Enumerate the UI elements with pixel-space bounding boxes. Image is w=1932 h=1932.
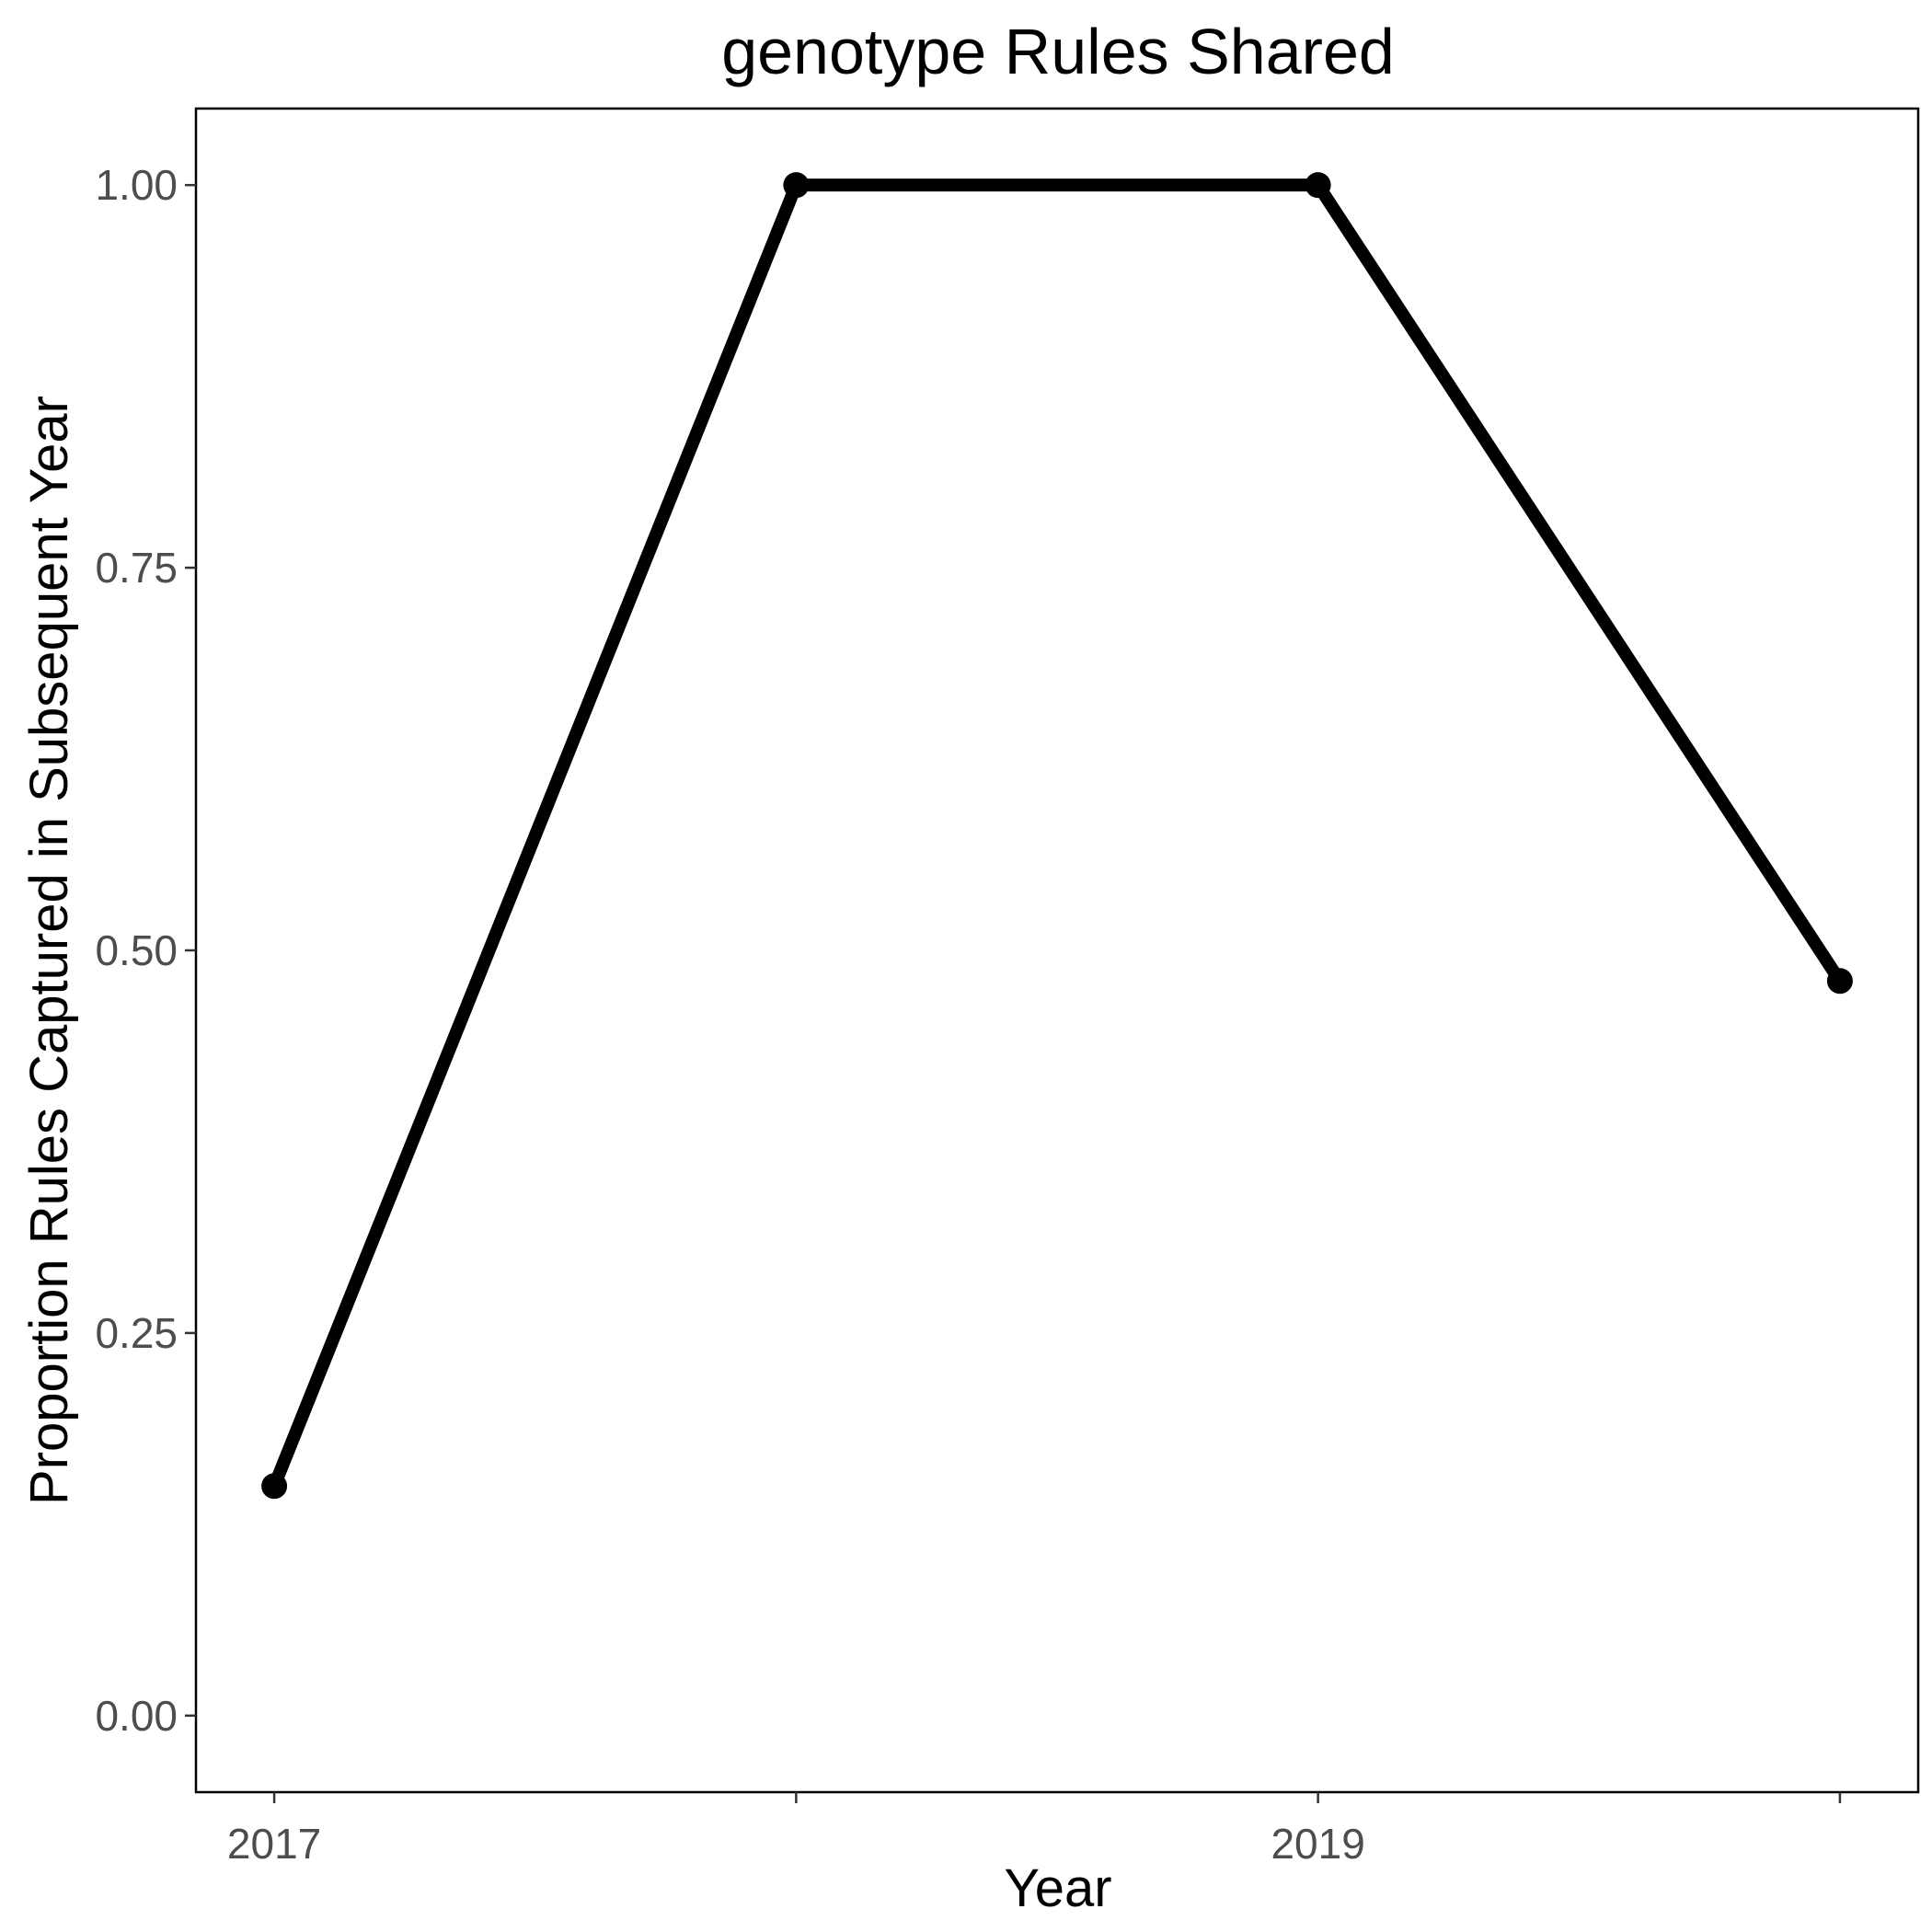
y-tick-label: 0.50 [95, 926, 178, 974]
y-tick-label: 0.00 [95, 1692, 178, 1740]
y-axis: 0.00 0.25 0.50 0.75 1.00 [95, 161, 196, 1740]
data-point [1305, 172, 1331, 199]
x-tick-label: 2017 [227, 1820, 321, 1868]
y-tick-label: 1.00 [95, 161, 178, 209]
data-point [1826, 968, 1853, 995]
chart-title: genotype Rules Shared [721, 16, 1395, 87]
x-tick-label: 2019 [1271, 1820, 1364, 1868]
series-line [268, 178, 1846, 1489]
x-axis: 2017 2019 [227, 1792, 1842, 1868]
y-axis-label: Proportion Rules Captured in Subsequent … [19, 396, 79, 1505]
data-point [261, 1473, 288, 1500]
y-tick-label: 0.75 [95, 544, 178, 592]
y-tick-label: 0.25 [95, 1309, 178, 1357]
plot-panel [194, 107, 1920, 1794]
x-axis-label: Year [1004, 1858, 1111, 1918]
series-layer [261, 172, 1853, 1500]
data-point [783, 172, 810, 199]
